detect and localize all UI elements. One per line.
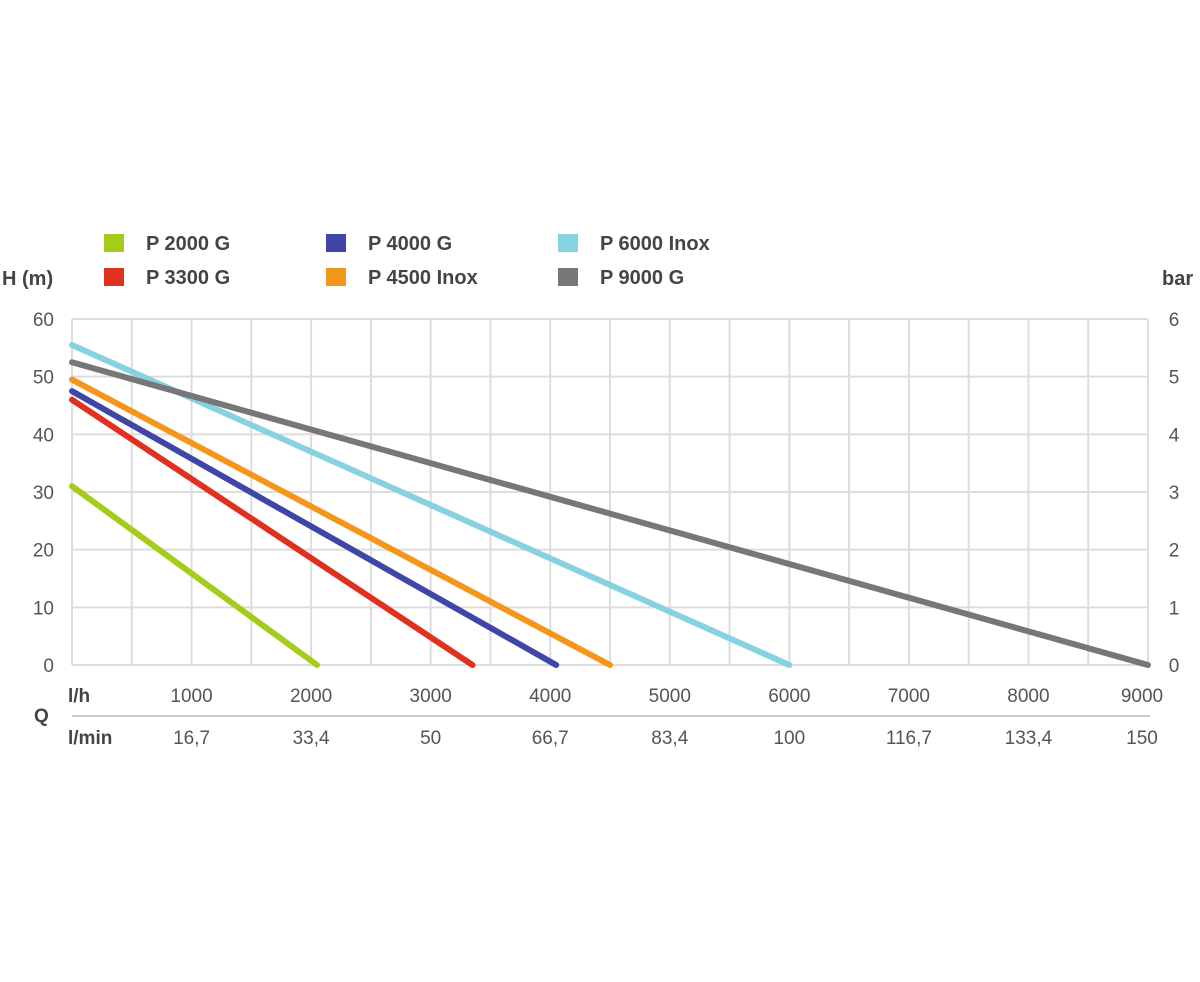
legend-label: P 2000 G: [146, 233, 230, 255]
y-tick-label: 40: [33, 425, 54, 446]
x-unit-top: l/h: [68, 686, 90, 707]
x-unit-bottom: l/min: [68, 728, 112, 749]
x-tick-label-bottom: 16,7: [173, 728, 210, 749]
x-tick-label: 9000: [1121, 686, 1163, 707]
y-tick-label: 20: [33, 541, 54, 562]
series-line-6: [69, 359, 1151, 668]
series-line-1: [69, 483, 321, 668]
y-tick-label-right: 5: [1169, 368, 1180, 389]
y-axis-label-right: bar: [1162, 268, 1193, 290]
x-tick-label-bottom: 100: [773, 728, 805, 749]
x-tick-label: 5000: [649, 686, 691, 707]
x-tick-label-bottom: 83,4: [651, 728, 688, 749]
legend-label: P 4500 Inox: [368, 267, 478, 289]
y-tick-label: 10: [33, 598, 54, 619]
y-tick-label-right: 6: [1169, 310, 1180, 331]
y-tick-label: 30: [33, 483, 54, 504]
y-tick-label: 60: [33, 310, 54, 331]
x-tick-label: 1000: [170, 686, 212, 707]
y-tick-label: 50: [33, 368, 54, 389]
y-tick-label: 0: [43, 656, 54, 677]
legend-label: P 4000 G: [368, 233, 452, 255]
legend-label: P 6000 Inox: [600, 233, 710, 255]
x-tick-label-bottom: 133,4: [1005, 728, 1053, 749]
y-tick-label-right: 0: [1169, 656, 1180, 677]
series-lines: [69, 341, 1151, 668]
x-tick-label: 7000: [888, 686, 930, 707]
x-tick-label-bottom: 150: [1126, 728, 1158, 749]
x-tick-label-bottom: 66,7: [532, 728, 569, 749]
grid: [71, 318, 1149, 666]
legend-label: P 3300 G: [146, 267, 230, 289]
legend-swatch: [558, 234, 578, 252]
series-line-2: [69, 396, 476, 668]
legend: P 2000 G P 3300 G P 4000 G P 4500 Inox P 600…: [104, 233, 710, 289]
x-tick-label-bottom: 116,7: [886, 728, 932, 749]
legend-label: P 9000 G: [600, 267, 684, 289]
x-tick-label: 4000: [529, 686, 571, 707]
legend-swatch: [104, 268, 124, 286]
axes: H (m) bar Q l/h l/min 0 0 10 1 20 2 30 3 40 4 50 5 6…: [2, 268, 1193, 749]
x-tick-label: 8000: [1007, 686, 1049, 707]
y-tick-label-right: 3: [1169, 483, 1180, 504]
series-line-4: [69, 376, 613, 668]
x-tick-label: 3000: [410, 686, 452, 707]
x-tick-label: 6000: [768, 686, 810, 707]
legend-swatch: [558, 268, 578, 286]
x-axis-label: Q: [34, 706, 49, 727]
series-line-3: [69, 388, 560, 668]
x-tick-label-bottom: 33,4: [293, 728, 330, 749]
x-tick-label: 2000: [290, 686, 332, 707]
x-tick-label-bottom: 50: [420, 728, 441, 749]
y-tick-label-right: 4: [1169, 425, 1180, 446]
legend-swatch: [326, 268, 346, 286]
y-tick-label-right: 1: [1169, 598, 1180, 619]
y-axis-label: H (m): [2, 268, 53, 290]
legend-swatch: [326, 234, 346, 252]
y-tick-label-right: 2: [1169, 541, 1180, 562]
legend-swatch: [104, 234, 124, 252]
